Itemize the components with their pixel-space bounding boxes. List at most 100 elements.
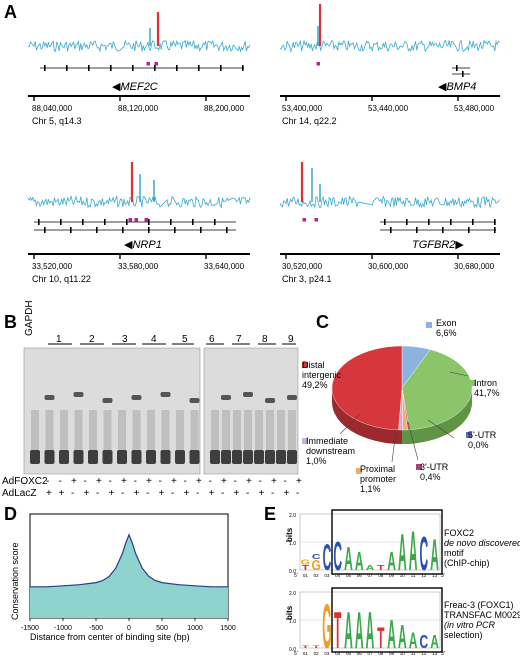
x-axis-label: Distance from center of binding site (bp… bbox=[30, 632, 190, 642]
shifted-band bbox=[287, 395, 297, 400]
position-label: 12 bbox=[421, 573, 427, 578]
exon-block bbox=[44, 65, 46, 71]
lane-smear bbox=[103, 410, 112, 450]
shifted-band bbox=[131, 395, 142, 400]
free-probe-band bbox=[265, 450, 275, 464]
adfoxc2-sign-row: - - + - + - + - + - + - + - + - + - + - + bbox=[46, 476, 308, 488]
x-tick-label: -500 bbox=[89, 625, 103, 632]
condition-sign: - bbox=[83, 476, 87, 487]
exon-block bbox=[66, 65, 68, 71]
exon-block bbox=[148, 219, 150, 225]
condition-sign: - bbox=[258, 476, 262, 487]
shifted-band bbox=[243, 392, 253, 397]
logo-letter: T bbox=[377, 620, 384, 654]
free-probe-band bbox=[175, 450, 185, 464]
exon-block bbox=[132, 65, 134, 71]
x-tick-label: 500 bbox=[156, 625, 168, 632]
logo-letter: C bbox=[420, 527, 429, 581]
exon-block bbox=[472, 219, 474, 225]
condition-sign: - bbox=[108, 476, 112, 487]
condition-sign: + bbox=[158, 488, 165, 499]
exon-block bbox=[104, 219, 106, 225]
pie-label-immediate-downstream: Immediate downstream 1,0% bbox=[306, 436, 356, 466]
tick-label: 33,580,000 bbox=[118, 262, 159, 271]
lane-smear bbox=[74, 410, 83, 450]
exon-block bbox=[148, 227, 150, 233]
free-probe-band bbox=[287, 450, 297, 464]
logo-letter: G bbox=[322, 591, 331, 662]
exon-block bbox=[468, 227, 470, 233]
condition-sign: - bbox=[183, 476, 187, 487]
panel-d-letter: D bbox=[4, 504, 17, 524]
binding-site-marker bbox=[314, 218, 318, 222]
lane-smear bbox=[132, 410, 141, 450]
free-probe-band bbox=[88, 450, 98, 464]
lane-smear bbox=[161, 410, 170, 450]
exon-block bbox=[38, 219, 40, 225]
condition-sign: - bbox=[196, 488, 200, 499]
exon-block bbox=[176, 65, 178, 71]
exon-block bbox=[450, 219, 452, 225]
lane-label: 8 bbox=[262, 334, 268, 345]
tick-label: 88,120,000 bbox=[118, 104, 159, 113]
condition-sign: + bbox=[196, 476, 202, 487]
logo-letter: G bbox=[311, 557, 320, 574]
pie-label-proximal-promoter: Proximal promoter 1,1% bbox=[360, 464, 397, 494]
position-label: 02 bbox=[314, 651, 320, 656]
pie-side bbox=[402, 388, 472, 444]
exon-block bbox=[242, 65, 244, 71]
chip-signal-trace bbox=[279, 39, 500, 53]
pie-legend-swatch bbox=[470, 380, 476, 386]
condition-sign: + bbox=[83, 488, 90, 499]
y-tick-label: 2.0 bbox=[289, 513, 296, 519]
lane-smear bbox=[288, 410, 296, 450]
lane-label: 3 bbox=[122, 334, 128, 345]
x-tick-label: 1500 bbox=[220, 625, 236, 632]
position-label: 03 bbox=[324, 651, 330, 656]
lane-label: 5 bbox=[182, 334, 188, 345]
shifted-band bbox=[102, 398, 113, 403]
three-prime-label: 3' bbox=[441, 651, 445, 657]
exon-block bbox=[494, 219, 496, 225]
logo-letter: C bbox=[323, 536, 332, 578]
position-label: 13 bbox=[432, 573, 438, 578]
position-label: 01 bbox=[303, 651, 309, 656]
conservation-line bbox=[30, 533, 228, 588]
exon-block bbox=[122, 227, 124, 233]
free-probe-band bbox=[146, 450, 156, 464]
y-axis-label: Conservation score bbox=[10, 542, 20, 620]
exon-block bbox=[462, 71, 464, 77]
exon-block bbox=[192, 219, 194, 225]
x-tick-label: -1500 bbox=[21, 625, 39, 632]
chromosome-label: Chr 5, q14.3 bbox=[32, 116, 82, 126]
condition-sign: - bbox=[246, 488, 250, 499]
emsa-gel-image bbox=[23, 343, 299, 475]
logo-letter: T bbox=[377, 564, 384, 572]
position-label: 07 bbox=[367, 573, 373, 578]
pie-label-exon: Exon 6,6% bbox=[436, 318, 457, 338]
condition-sign: + bbox=[121, 476, 127, 487]
lane-smear bbox=[255, 410, 263, 450]
logo-letter: G bbox=[301, 558, 311, 566]
logo-letter: A bbox=[387, 613, 396, 658]
binding-site-marker bbox=[302, 218, 306, 222]
lane-label: 2 bbox=[89, 334, 95, 345]
condition-sign: - bbox=[296, 488, 300, 499]
shifted-band bbox=[265, 398, 275, 403]
shifted-band bbox=[73, 392, 84, 397]
position-label: 13 bbox=[432, 651, 438, 656]
row-label-adfoxc2: AdFOXC2 bbox=[2, 476, 48, 487]
free-probe-band bbox=[30, 450, 40, 464]
exon-block bbox=[384, 219, 386, 225]
adlacz-sign-row: + + - + - + - + - + - + - + - + - + - + - bbox=[46, 488, 308, 500]
logo-letter: T bbox=[302, 645, 310, 649]
position-label: 03 bbox=[324, 573, 330, 578]
logo-letter: A bbox=[430, 529, 439, 580]
position-label: 05 bbox=[346, 651, 352, 656]
chip-signal-trace bbox=[279, 195, 500, 209]
y-tick-label: 2.0 bbox=[289, 591, 296, 597]
logo-letter: A bbox=[409, 628, 418, 653]
x-tick-label: -1000 bbox=[54, 625, 72, 632]
lane-smear bbox=[233, 410, 241, 450]
conservation-area bbox=[30, 534, 228, 618]
